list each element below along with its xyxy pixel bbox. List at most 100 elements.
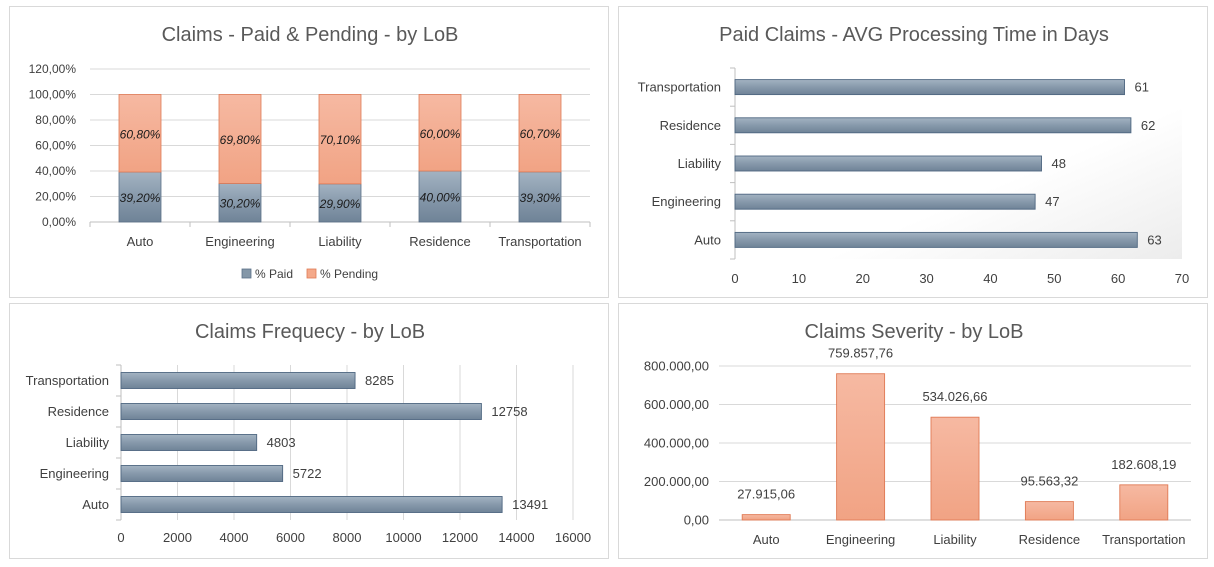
x-tick-label: Engineering: [205, 234, 274, 249]
x-tick-label: 60: [1111, 271, 1125, 286]
data-label-pending: 60,80%: [120, 127, 161, 141]
x-tick-label: Transportation: [498, 234, 581, 249]
y-tick-label: Liability: [66, 435, 110, 450]
x-tick-label: 50: [1047, 271, 1061, 286]
bar-paid-transportation: [518, 171, 562, 223]
data-label-paid: 29,90%: [319, 197, 361, 211]
legend-label-pending: % Pending: [320, 267, 378, 281]
x-tick-label: 20: [855, 271, 869, 286]
y-tick-label: 80,00%: [35, 113, 76, 127]
data-label-paid: 39,30%: [520, 191, 561, 205]
bar-auto: [734, 231, 1138, 248]
y-tick-label: Engineering: [40, 466, 109, 481]
chart-panel-processing-time: Paid Claims - AVG Processing Time in Day…: [618, 6, 1208, 298]
y-tick-label: Liability: [678, 156, 722, 171]
chart-processing-time: Paid Claims - AVG Processing Time in Day…: [638, 24, 1190, 286]
data-label: 62: [1141, 118, 1155, 133]
x-tick-label: Transportation: [1102, 532, 1185, 547]
chart-title: Claims Severity - by LoB: [805, 321, 1024, 343]
data-label: 534.026,66: [922, 389, 987, 404]
x-tick-label: 14000: [498, 530, 534, 545]
data-label: 63: [1147, 232, 1161, 247]
x-tick-label: Residence: [409, 234, 470, 249]
data-label: 8285: [365, 373, 394, 388]
x-tick-label: 10: [792, 271, 806, 286]
x-tick-label: 0: [117, 530, 124, 545]
y-tick-label: 400.000,00: [644, 436, 709, 451]
chart-paid-pending: Claims - Paid & Pending - by LoB 0,00% 20,…: [29, 24, 591, 281]
x-tick-label: Liability: [933, 532, 977, 547]
bar-auto: [741, 514, 791, 521]
x-tick-label: Auto: [127, 234, 154, 249]
data-label: 5722: [293, 466, 322, 481]
y-tick-label: 40,00%: [35, 164, 76, 178]
data-label: 95.563,32: [1020, 474, 1078, 489]
bar-engineering: [836, 373, 886, 521]
bar-pending-liability: [318, 94, 362, 185]
data-label: 47: [1045, 194, 1059, 209]
chart-title: Paid Claims - AVG Processing Time in Day…: [719, 24, 1109, 46]
data-label: 12758: [491, 404, 527, 419]
x-tick-label: 4000: [220, 530, 249, 545]
y-tick-label: 0,00%: [42, 215, 76, 229]
chart-panel-paid-pending: Claims - Paid & Pending - by LoB 0,00% 20,…: [9, 6, 609, 298]
bar-engineering: [734, 193, 1036, 210]
data-label: 48: [1052, 156, 1066, 171]
bar-residence: [734, 117, 1132, 134]
data-label: 4803: [267, 435, 296, 450]
x-tick-label: 10000: [385, 530, 421, 545]
y-tick-label: 200.000,00: [644, 474, 709, 489]
legend-swatch-pending: [306, 268, 317, 279]
chart-claims-severity: Claims Severity - by LoB 0,00 200.000,00 40…: [644, 321, 1191, 547]
x-tick-label: Auto: [753, 532, 780, 547]
data-label-paid: 39,20%: [120, 191, 161, 205]
data-label: 13491: [512, 497, 548, 512]
y-tick-label: Transportation: [26, 373, 109, 388]
bar-pending-transportation: [518, 94, 562, 173]
y-tick-label: 0,00: [684, 513, 709, 528]
y-tick-label: 120,00%: [29, 62, 77, 76]
x-tick-label: 16000: [555, 530, 591, 545]
y-tick-label: 600.000,00: [644, 397, 709, 412]
bar-transportation: [120, 372, 356, 389]
y-tick-label: Residence: [48, 404, 109, 419]
bar-liability: [734, 155, 1042, 172]
bar-transportation: [1119, 484, 1169, 521]
bar-transportation: [734, 79, 1125, 96]
x-tick-label: 8000: [333, 530, 362, 545]
y-tick-label: Engineering: [652, 194, 721, 209]
x-tick-label: 2000: [163, 530, 192, 545]
data-label: 759.857,76: [828, 346, 893, 361]
x-tick-label: Engineering: [826, 532, 895, 547]
x-tick-label: 70: [1175, 271, 1189, 286]
legend-label-paid: % Paid: [255, 267, 293, 281]
chart-claims-frequency: Claims Frequecy - by LoB 0 2000 4000 6000 800…: [26, 321, 591, 545]
chart-title: Claims Frequecy - by LoB: [195, 321, 425, 343]
y-tick-label: 100,00%: [29, 88, 77, 102]
data-label-paid: 30,20%: [220, 197, 261, 211]
bar-liability: [930, 416, 980, 521]
y-tick-label: 20,00%: [35, 190, 76, 204]
data-label-pending: 60,70%: [520, 127, 561, 141]
bar-auto: [120, 496, 503, 513]
x-tick-label: 40: [983, 271, 997, 286]
x-tick-label: 6000: [276, 530, 305, 545]
y-tick-label: 60,00%: [35, 139, 76, 153]
bar-paid-auto: [118, 171, 162, 223]
bar-pending-engineering: [218, 94, 262, 184]
x-tick-label: 0: [731, 271, 738, 286]
data-label-paid: 40,00%: [420, 191, 461, 205]
y-tick-label: Residence: [660, 118, 721, 133]
y-tick-label: Transportation: [638, 80, 721, 95]
bar-paid-engineering: [218, 183, 262, 223]
data-label: 182.608,19: [1111, 457, 1176, 472]
x-tick-label: 12000: [442, 530, 478, 545]
bar-paid-liability: [318, 183, 362, 223]
data-label: 61: [1135, 80, 1149, 95]
x-tick-label: Residence: [1019, 532, 1080, 547]
bar-pending-residence: [418, 94, 462, 172]
bar-pending-auto: [118, 94, 162, 173]
y-tick-label: Auto: [82, 497, 109, 512]
data-label-pending: 69,80%: [220, 133, 261, 147]
data-label-pending: 70,10%: [320, 133, 361, 147]
